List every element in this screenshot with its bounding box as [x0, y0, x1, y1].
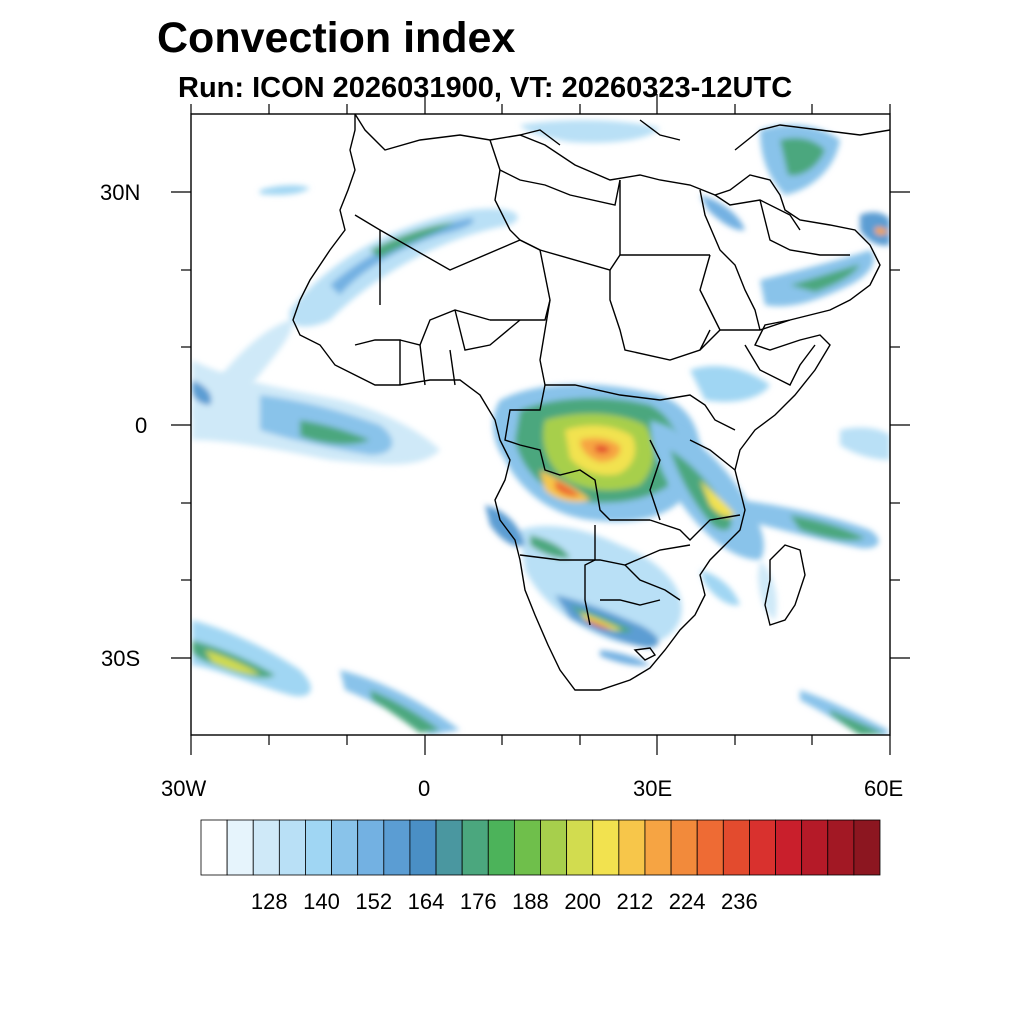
region-mozambique-channel — [700, 560, 777, 620]
chart-subtitle: Run: ICON 2026031900, VT: 20260323-12UTC — [178, 72, 793, 104]
region-south-atlantic-front — [192, 620, 888, 735]
region-congo-basin — [493, 384, 700, 522]
colorbar-label: 224 — [668, 889, 706, 914]
lat-label-0: 0 — [135, 413, 148, 438]
convection-field — [192, 120, 890, 735]
colorbar-label: 212 — [616, 889, 654, 914]
lon-label-30e: 30E — [633, 776, 673, 801]
colorbar-label: 200 — [564, 889, 602, 914]
lon-label-0: 0 — [418, 776, 431, 801]
chart-title: Convection index — [157, 14, 516, 62]
coastlines — [292, 114, 890, 691]
region-east-africa — [650, 365, 890, 560]
colorbar-label: 176 — [459, 889, 497, 914]
colorbar-label: 236 — [721, 889, 758, 914]
colorbar-label: 164 — [407, 889, 445, 914]
lon-label-30w: 30W — [161, 776, 207, 801]
colorbar-label: 128 — [250, 889, 288, 914]
region-equatorial-atlantic — [192, 360, 440, 465]
lat-label-30n: 30N — [100, 180, 141, 205]
lat-label-30s: 30S — [101, 646, 141, 671]
tick-marks — [171, 94, 910, 755]
region-southern-africa — [485, 505, 682, 666]
lon-label-60e: 60E — [864, 776, 904, 801]
region-arabian-peninsula — [520, 120, 890, 307]
colorbar-label: 152 — [355, 889, 393, 914]
colorbar-label: 140 — [303, 889, 340, 914]
colorbar-label: 188 — [512, 889, 549, 914]
